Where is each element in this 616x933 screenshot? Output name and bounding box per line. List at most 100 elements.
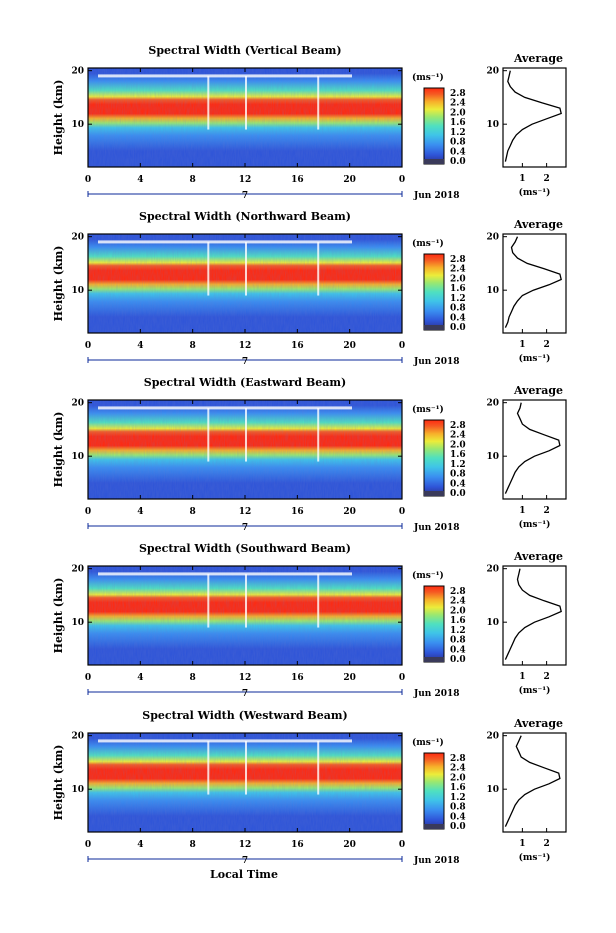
date-label: Jun 2018 [413, 523, 460, 533]
data-gap [207, 242, 210, 296]
colorbar-unit: (ms⁻¹) [412, 737, 444, 748]
x-tick-label: 4 [137, 673, 143, 683]
colorbar-tick-label: 2.0 [450, 274, 466, 284]
colorbar-under [424, 657, 444, 662]
y-tick-label: 20 [71, 67, 84, 77]
data-gap [207, 574, 210, 628]
colorbar [423, 253, 445, 331]
avg-profile-line [504, 70, 562, 162]
panel-title: Spectral Width (Northward Beam) [139, 210, 351, 223]
x-tick-label: 20 [343, 175, 356, 185]
avg-axis-label: (ms⁻¹) [519, 852, 551, 863]
colorbar-tick-label: 1.2 [450, 128, 466, 138]
avg-y-tick-label: 10 [486, 120, 499, 130]
avg-axis-label: (ms⁻¹) [519, 519, 551, 530]
y-tick-label: 10 [71, 120, 84, 130]
x-tick-label: 12 [239, 175, 252, 185]
y-axis-label: Height (km) [52, 578, 65, 654]
avg-y-tick-label: 10 [486, 618, 499, 628]
x-tick-label: 16 [291, 840, 304, 850]
x-tick-label: 4 [137, 341, 143, 351]
x-tick-label: 20 [343, 840, 356, 850]
avg-x-tick-label: 1 [519, 174, 525, 184]
panel-title: Spectral Width (Vertical Beam) [148, 44, 341, 57]
colorbar-tick-label: 2.4 [450, 764, 466, 774]
panel-5: Spectral Width (Westward Beam)1020Height… [52, 709, 567, 866]
x-tick-label: 12 [239, 673, 252, 683]
avg-x-tick-label: 2 [543, 174, 549, 184]
avg-y-tick-label: 10 [486, 286, 499, 296]
avg-axis-label: (ms⁻¹) [519, 187, 551, 198]
data-gap [245, 408, 247, 462]
colorbar-tick-label: 0.4 [450, 812, 466, 822]
y-tick-label: 10 [71, 618, 84, 628]
colorbar-unit: (ms⁻¹) [412, 72, 444, 83]
x-tick-label: 0 [85, 341, 91, 351]
colorbar-tick-label: 2.4 [450, 597, 466, 607]
colorbar-tick-label: 0.0 [450, 655, 466, 665]
colorbar [423, 585, 445, 663]
colorbar-tick-label: 0.8 [450, 803, 466, 813]
colorbar-tick-label: 2.0 [450, 440, 466, 450]
x-tick-label: 4 [137, 840, 143, 850]
heatmap [88, 68, 402, 167]
x-tick-label: 12 [239, 341, 252, 351]
avg-frame [502, 732, 567, 833]
colorbar-tick-label: 1.6 [450, 616, 466, 626]
colorbar-tick-label: 0.4 [450, 479, 466, 489]
colorbar-tick-label: 0.4 [450, 645, 466, 655]
y-tick-label: 20 [71, 732, 84, 742]
colorbar-tick-label: 0.0 [450, 157, 466, 167]
colorbar-under [424, 491, 444, 496]
x-tick-label: 20 [343, 507, 356, 517]
colorbar-tick-label: 2.0 [450, 108, 466, 118]
colorbar-tick-label: 1.2 [450, 460, 466, 470]
data-gap [245, 741, 247, 795]
data-gap [317, 242, 320, 296]
avg-y-tick-label: 10 [486, 785, 499, 795]
avg-title: Average [513, 384, 563, 397]
colorbar [423, 419, 445, 497]
heatmap [88, 234, 402, 333]
y-tick-label: 20 [71, 399, 84, 409]
colorbar-tick-label: 2.4 [450, 431, 466, 441]
avg-frame [502, 67, 567, 168]
colorbar-tick-label: 0.4 [450, 147, 466, 157]
avg-title: Average [513, 717, 563, 730]
avg-x-tick-label: 2 [543, 506, 549, 516]
x-tick-label: 8 [190, 507, 196, 517]
x-axis-label: Local Time [210, 868, 278, 881]
data-gap [207, 408, 210, 462]
x-tick-label: 4 [137, 175, 143, 185]
data-gap [98, 406, 352, 410]
avg-title: Average [513, 550, 563, 563]
colorbar-tick-label: 2.8 [450, 421, 466, 431]
colorbar-tick-label: 0.0 [450, 323, 466, 333]
date-label: Jun 2018 [413, 856, 460, 866]
date-marker: 7 [242, 689, 248, 699]
colorbar-tick-label: 2.4 [450, 265, 466, 275]
avg-frame [502, 565, 567, 666]
date-label: Jun 2018 [413, 191, 460, 201]
colorbar-unit: (ms⁻¹) [412, 404, 444, 415]
avg-axis-label: (ms⁻¹) [519, 685, 551, 696]
avg-title: Average [513, 218, 563, 231]
data-gap [317, 574, 320, 628]
avg-x-tick-label: 1 [519, 340, 525, 350]
y-axis-label: Height (km) [52, 246, 65, 322]
avg-y-tick-label: 20 [486, 565, 499, 575]
colorbar-unit: (ms⁻¹) [412, 570, 444, 581]
colorbar-tick-label: 2.8 [450, 255, 466, 265]
x-tick-label: 20 [343, 673, 356, 683]
y-tick-label: 10 [71, 452, 84, 462]
colorbar-tick-label: 1.6 [450, 118, 466, 128]
y-axis-label: Height (km) [52, 412, 65, 488]
x-tick-label: 16 [291, 175, 304, 185]
x-tick-label: 0 [85, 840, 91, 850]
heatmap [88, 400, 402, 499]
avg-y-tick-label: 10 [486, 452, 499, 462]
x-tick-label: 8 [190, 673, 196, 683]
avg-y-tick-label: 20 [486, 67, 499, 77]
colorbar-tick-label: 2.8 [450, 754, 466, 764]
colorbar-under [424, 159, 444, 164]
